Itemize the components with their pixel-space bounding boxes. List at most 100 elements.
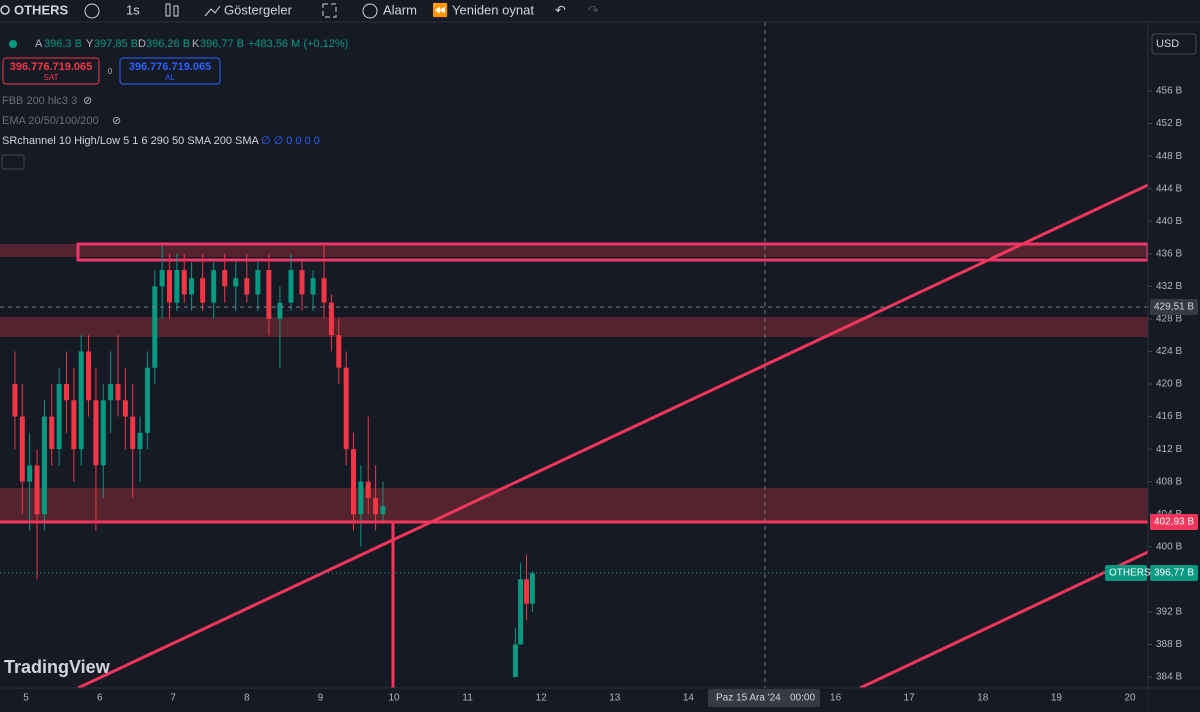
price-label: 436 B [1156,248,1182,259]
candle-body [518,579,524,645]
candle-body [122,400,128,417]
time-label: 20 [1124,693,1136,704]
legend-value: 396,26 B [146,38,190,50]
search-icon[interactable] [0,5,10,15]
price-label: 392 B [1156,607,1182,618]
alarm-button[interactable]: Alarm [383,2,417,17]
candle-body [181,270,187,295]
price-label: 412 B [1156,444,1182,455]
sr-zone [0,488,1148,522]
price-label: 416 B [1156,411,1182,422]
axis-badge-text: 396,77 B [1154,568,1194,579]
indicators-icon[interactable] [204,5,221,17]
chart-type[interactable] [165,3,171,17]
time-badge-text: 00:00 [790,693,815,704]
candle-body [336,335,342,368]
candle-body [86,351,92,401]
axis-badge [1150,514,1198,530]
indicator-values: ∅ ∅ 0 0 0 0 [261,135,320,147]
redo[interactable]: ↷ [588,2,599,17]
sell-button[interactable] [2,57,100,85]
indicator[interactable]: SRchannel 10 High/Low 5 1 6 290 50 SMA 2… [2,135,259,147]
legend-key: Y [86,38,94,50]
candle-body [277,302,283,319]
candle-body [93,400,99,466]
candle-body [299,270,305,295]
replay-icon[interactable]: ⏪ [432,2,448,17]
candle-body [328,302,334,336]
undo[interactable]: ↶ [555,2,566,17]
legend-change: +483,56 M (+0,12%) [248,38,348,50]
symbol[interactable]: OTHERS [14,2,69,17]
buy-label[interactable]: AL [165,73,175,82]
candle-body [529,573,535,604]
axis-badge-text: OTHERS [1109,568,1151,579]
candle-body [351,449,357,515]
time-badge-text: Paz 15 Ara '24 [716,693,781,704]
candle-body [41,416,47,515]
time-label: 14 [683,693,695,704]
candle-body [211,270,217,303]
indicator[interactable]: EMA 20/50/100/200 [2,115,99,127]
currency-select[interactable] [1151,33,1197,55]
hidden-icon[interactable]: ⊘ [112,115,121,127]
candle-body [167,270,173,303]
candle-body [19,416,25,482]
interval[interactable]: 1s [126,2,140,17]
time-label: 11 [462,693,473,704]
replay-button[interactable]: Yeniden oynat [452,2,534,17]
candle-body [358,481,364,515]
price-label: 424 B [1156,346,1182,357]
chart-type[interactable] [173,5,179,17]
candle-body [108,384,114,401]
price-label: 388 B [1156,639,1182,650]
legend-key: A [35,38,43,50]
sell-price[interactable]: 396.776.719.065 [10,61,93,73]
time-label: 8 [244,693,250,704]
candle-body [266,270,272,319]
candle-body [523,579,529,604]
time-label: 5 [23,693,29,704]
trend-line [859,550,1149,690]
candle-body [380,506,386,515]
sr-zone [0,244,1148,257]
candle-body [56,384,62,450]
candle-body [174,270,180,303]
candle-body [222,270,228,287]
add-symbol[interactable] [84,3,100,19]
candle-body [373,497,379,515]
time-label: 19 [1051,693,1063,704]
price-label: 444 B [1156,183,1182,194]
price-label: 408 B [1156,476,1182,487]
buy-button[interactable] [119,57,221,85]
legend-value: 396,77 B [200,38,244,50]
hidden-icon[interactable]: ⊘ [83,95,92,107]
status-dot [9,40,17,48]
axis-badge-text: 402,93 B [1154,517,1194,528]
legend-value: 397,85 B [94,38,138,50]
candle-body [233,278,239,287]
legend-key: K [192,38,200,50]
candle-body [12,384,18,417]
currency[interactable]: USD [1156,38,1179,50]
axis-badge-text: 429,51 B [1154,302,1194,313]
axis-badge [1105,565,1147,581]
alarm-icon[interactable] [362,3,378,19]
buy-price[interactable]: 396.776.719.065 [129,61,212,73]
indicators-button[interactable]: Göstergeler [224,2,293,17]
candle-body [159,270,165,287]
layouts[interactable] [322,3,337,18]
legend-value: 396,3 B [44,38,82,50]
sell-label[interactable]: SAT [44,73,59,82]
price-label: 452 B [1156,118,1182,129]
candle-body [288,270,294,303]
candle-body [189,278,195,295]
indicator[interactable]: FBB 200 hlc3 3 [2,95,77,107]
collapse-button[interactable] [1,154,25,170]
time-label: 17 [904,693,916,704]
legend-key: D [138,38,146,50]
time-label: 6 [97,693,103,704]
candle-body [365,481,371,498]
